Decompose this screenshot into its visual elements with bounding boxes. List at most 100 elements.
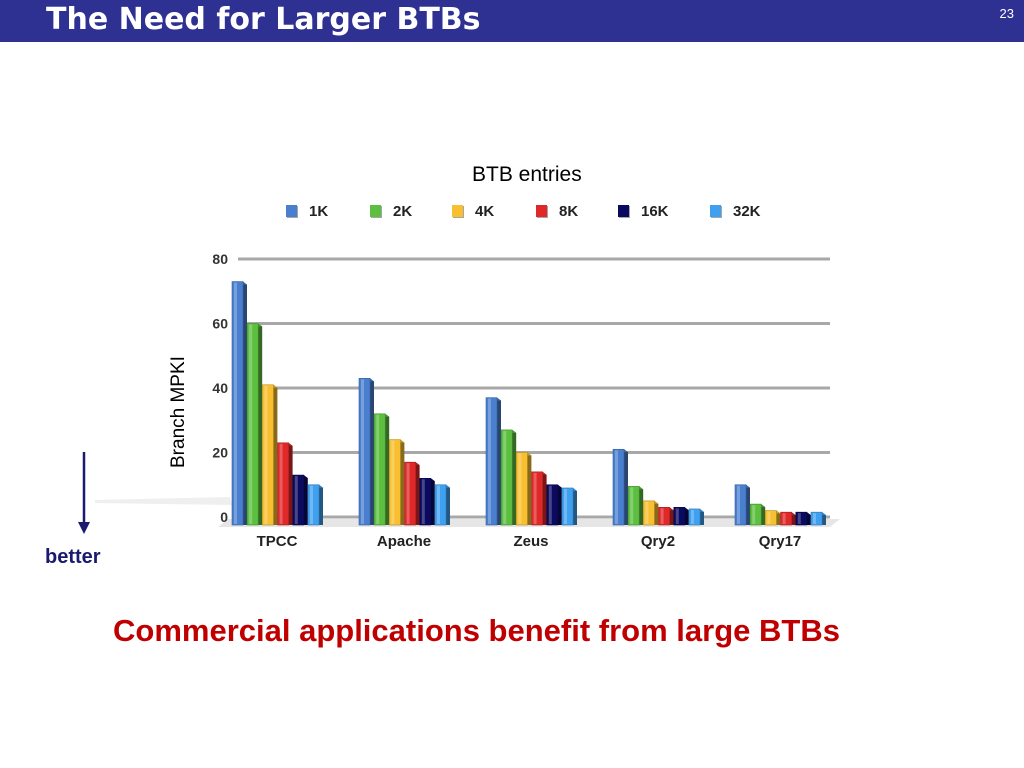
bar-highlight xyxy=(767,511,771,524)
bar-tpcc-1k xyxy=(231,281,244,526)
bar-highlight xyxy=(813,513,816,524)
bar-highlight xyxy=(660,508,664,524)
bar-highlight xyxy=(691,509,694,524)
bar-qry2-32k xyxy=(688,508,701,526)
bar-apache-32k xyxy=(434,484,447,526)
bar-highlight xyxy=(234,282,237,524)
bar-side xyxy=(573,487,577,525)
x-tick-label-tpcc: TPCC xyxy=(257,533,298,550)
bar-highlight xyxy=(406,463,410,524)
bar-side xyxy=(669,507,674,525)
bar-zeus-16k xyxy=(546,484,559,526)
bar-qry17-32k xyxy=(810,511,823,526)
bar-tpcc-16k xyxy=(292,474,305,526)
bar-side xyxy=(385,413,390,525)
bar-highlight xyxy=(279,443,283,524)
bar-side xyxy=(446,484,450,525)
bar-side xyxy=(273,384,278,525)
bar-side xyxy=(822,512,826,525)
bar-side xyxy=(557,484,562,525)
bar-side xyxy=(243,281,247,525)
bar-side xyxy=(288,442,293,525)
title-bar: The Need for Larger BTBs 23 xyxy=(0,0,1024,42)
bar-apache-1k xyxy=(358,378,371,526)
bar-highlight xyxy=(294,476,298,524)
bar-qry17-8k xyxy=(780,511,792,526)
legend-swatch xyxy=(536,205,547,217)
legend-item-4k: 4K xyxy=(452,200,494,222)
legend-label: 1K xyxy=(309,202,329,220)
bar-side xyxy=(370,378,374,525)
bar-apache-16k xyxy=(419,477,432,526)
bar-highlight xyxy=(564,488,567,524)
bar-side xyxy=(512,429,517,525)
y-tick-label: 60 xyxy=(212,316,228,332)
y-tick-label: 80 xyxy=(212,251,228,267)
bar-highlight xyxy=(675,508,679,524)
bar-highlight xyxy=(548,485,552,524)
bar-highlight xyxy=(630,487,634,524)
bar-side xyxy=(542,471,547,525)
bar-side xyxy=(791,512,796,525)
bar-zeus-4k xyxy=(516,452,528,526)
legend-label: 8K xyxy=(559,202,579,220)
legend-swatch xyxy=(452,205,463,217)
legend-item-1k: 1K xyxy=(286,200,328,222)
legend-title: BTB entries xyxy=(472,163,582,186)
y-tick-label: 20 xyxy=(212,445,228,461)
bar-qry2-4k xyxy=(643,500,655,526)
bar-highlight xyxy=(752,505,756,524)
bar-highlight xyxy=(488,398,491,524)
bar-qry2-2k xyxy=(627,486,640,526)
legend-item-32k: 32K xyxy=(710,200,761,222)
x-tick-label-apache: Apache xyxy=(377,533,431,550)
bar-side xyxy=(700,508,704,525)
legend-swatch xyxy=(370,205,381,217)
bar-highlight xyxy=(421,479,425,524)
x-tick-label-zeus: Zeus xyxy=(513,533,548,550)
bar-side xyxy=(776,510,781,525)
bar-side xyxy=(400,439,405,525)
bar-side xyxy=(497,397,501,525)
bar-highlight xyxy=(615,450,618,524)
bar-highlight xyxy=(797,513,801,524)
bar-side xyxy=(624,449,628,525)
legend-label: 4K xyxy=(475,202,495,220)
legend-swatch xyxy=(618,205,629,217)
slide-title: The Need for Larger BTBs xyxy=(46,2,481,37)
bar-apache-2k xyxy=(373,413,386,526)
bar-qry2-1k xyxy=(612,448,625,526)
bar-qry2-16k xyxy=(673,507,686,526)
slide-number: 23 xyxy=(999,6,1014,21)
bar-side xyxy=(303,475,308,525)
legend-label: 16K xyxy=(641,202,669,220)
x-tick-label-qry17: Qry17 xyxy=(759,533,802,550)
bar-highlight xyxy=(310,485,313,524)
bar-side xyxy=(746,484,750,525)
bar-side xyxy=(319,484,323,525)
legend-label: 2K xyxy=(393,202,413,220)
bar-zeus-32k xyxy=(561,487,574,526)
bar-side xyxy=(761,504,766,525)
y-tick-label: 40 xyxy=(212,380,228,396)
legend-item-16k: 16K xyxy=(618,200,669,222)
bar-side xyxy=(258,323,263,525)
bar-tpcc-8k xyxy=(277,442,289,526)
bar-qry17-4k xyxy=(765,510,777,526)
legend-swatch xyxy=(710,205,721,217)
x-tick-label-qry2: Qry2 xyxy=(641,533,675,550)
legend-label: 32K xyxy=(733,202,761,220)
bar-highlight xyxy=(503,430,507,524)
bar-zeus-8k xyxy=(531,471,543,526)
bar-tpcc-4k xyxy=(262,384,274,526)
bar-highlight xyxy=(391,440,395,524)
bar-side xyxy=(654,500,659,525)
bar-highlight xyxy=(376,414,380,524)
bar-side xyxy=(415,462,420,525)
bar-highlight xyxy=(737,485,740,524)
floor-reflection xyxy=(95,497,232,505)
bar-highlight xyxy=(361,379,364,524)
bar-highlight xyxy=(518,453,522,524)
bar-highlight xyxy=(437,485,440,524)
